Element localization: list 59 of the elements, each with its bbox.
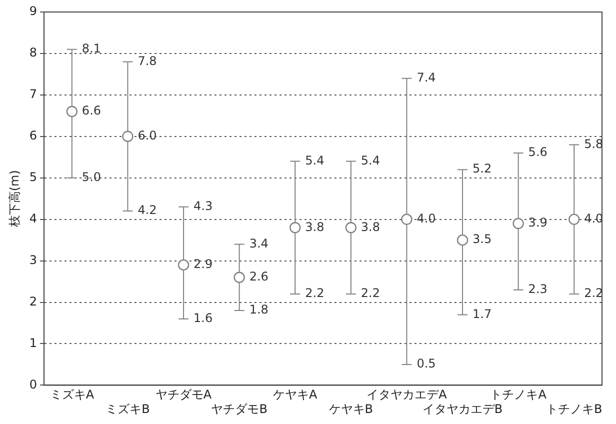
y-tick-label: 3 <box>29 252 38 267</box>
y-tick-label: 9 <box>29 4 38 18</box>
annotation: 8.1 <box>82 41 102 56</box>
data-label: 2.9 <box>194 257 213 272</box>
x-tick-label: ヤチダモB <box>211 402 268 416</box>
y-tick-label: 5 <box>29 170 38 184</box>
annotation: 5.0 <box>82 170 102 184</box>
annotation: 1.8 <box>249 302 268 317</box>
data-label: 3.8 <box>305 220 324 234</box>
point <box>122 130 134 142</box>
point <box>345 222 357 234</box>
annotation: 7.4 <box>416 70 436 84</box>
x-tick-label: ケヤキB <box>328 402 374 416</box>
annotation: 4.2 <box>138 203 157 218</box>
y-tick-label: 7 <box>29 87 38 102</box>
point <box>401 214 412 225</box>
annotation: 5.6 <box>528 145 548 160</box>
point <box>568 214 580 225</box>
y-tick-label: 6 <box>29 128 38 143</box>
data-label: 2.6 <box>249 270 268 284</box>
y-axis-title: 枝下高(m) <box>7 170 22 228</box>
annotation: 1.7 <box>472 306 492 321</box>
point <box>234 272 245 283</box>
x-tick-label: ケヤキA <box>273 388 318 402</box>
y-tick-label: 8 <box>29 46 38 60</box>
annotation: 2.2 <box>360 286 380 300</box>
data-label: 3.9 <box>528 216 548 230</box>
annotation: 7.8 <box>138 54 157 68</box>
y-tick-label: 1 <box>29 336 38 350</box>
data-label: 3.8 <box>360 220 380 234</box>
x-tick-label: トチノキB <box>546 402 602 416</box>
x-tick-label: イタヤカエデB <box>422 402 503 416</box>
annotation: 5.4 <box>305 153 324 168</box>
annotation: 0.5 <box>416 356 436 371</box>
point <box>512 218 524 230</box>
annotation: 2.2 <box>305 286 324 300</box>
point <box>178 259 190 271</box>
x-tick-label: イタヤカエデA <box>366 388 448 402</box>
x-tick-label: トチノキA <box>490 388 548 402</box>
y-tick-label: 2 <box>29 294 38 308</box>
annotation: 5.2 <box>472 162 492 176</box>
x-tick-label: ミズキA <box>50 388 95 402</box>
data-label: 4.0 <box>416 211 436 226</box>
annotation: 2.3 <box>528 282 548 296</box>
annotation: 3.4 <box>249 236 268 250</box>
y-tick-label: 0 <box>29 377 38 392</box>
point <box>456 234 468 246</box>
y-tick-label: 4 <box>29 211 38 226</box>
point <box>290 222 301 234</box>
x-tick-label: ミズキB <box>106 402 150 416</box>
annotation: 5.4 <box>360 153 380 168</box>
annotation: 2.2 <box>584 286 604 300</box>
annotation: 4.3 <box>194 199 213 214</box>
x-tick-label: ヤチダモA <box>155 388 212 402</box>
data-label: 6.6 <box>82 104 102 118</box>
data-label: 3.5 <box>472 232 492 246</box>
point <box>66 106 78 118</box>
data-label: 6.0 <box>138 128 157 143</box>
annotation: 1.6 <box>194 310 213 325</box>
